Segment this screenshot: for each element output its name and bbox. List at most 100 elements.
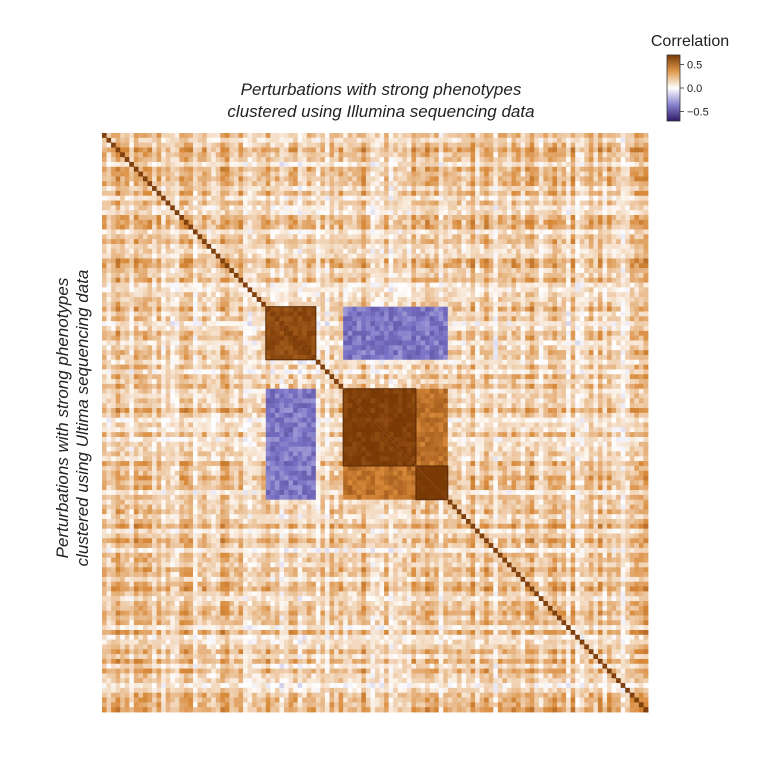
heatmap-cell	[133, 147, 139, 153]
heatmap-cell	[315, 166, 321, 173]
heatmap-cell	[456, 297, 462, 303]
heatmap-cell	[124, 297, 130, 303]
heatmap-cell	[525, 200, 531, 206]
heatmap-cell	[356, 229, 362, 235]
heatmap-cell	[329, 166, 335, 173]
heatmap-cell	[466, 306, 471, 312]
heatmap-cell	[461, 292, 467, 298]
heatmap-cell	[183, 277, 189, 283]
heatmap-cell	[620, 142, 626, 148]
heatmap-cell	[525, 161, 531, 168]
heatmap-cell	[365, 229, 371, 235]
heatmap-cell	[320, 205, 326, 211]
heatmap-cell	[616, 176, 622, 182]
heatmap-cell	[461, 229, 467, 235]
heatmap-cell	[629, 234, 635, 240]
heatmap-cell	[193, 263, 198, 269]
heatmap-cell	[552, 268, 558, 274]
heatmap-cell	[365, 147, 371, 153]
heatmap-cell	[584, 277, 590, 283]
heatmap-cell	[347, 166, 353, 173]
heatmap-cell	[438, 161, 444, 168]
heatmap-cell	[370, 229, 376, 235]
heatmap-cell	[425, 297, 430, 303]
heatmap-cell	[375, 306, 380, 312]
heatmap-cell	[638, 297, 644, 303]
heatmap-cell	[247, 205, 253, 211]
heatmap-cell	[233, 186, 239, 192]
heatmap-cell	[420, 190, 426, 197]
heatmap-cell	[170, 258, 176, 264]
heatmap-cell	[420, 133, 426, 139]
heatmap-cell	[129, 248, 135, 255]
heatmap-cell	[406, 157, 412, 163]
heatmap-cell	[315, 200, 321, 206]
heatmap-cell	[284, 234, 289, 240]
heatmap-cell	[142, 142, 148, 148]
heatmap-cell	[111, 147, 117, 153]
heatmap-cell	[233, 137, 239, 144]
heatmap-cell	[315, 268, 321, 274]
heatmap-cell	[561, 268, 567, 274]
heatmap-cell	[429, 142, 435, 148]
heatmap-cell	[620, 152, 626, 158]
heatmap-cell	[183, 297, 189, 303]
heatmap-cell	[270, 219, 276, 226]
heatmap-cell	[133, 330, 139, 337]
heatmap-cell	[602, 190, 608, 197]
heatmap-cell	[420, 272, 426, 279]
heatmap-cell	[443, 219, 449, 226]
heatmap-cell	[256, 210, 262, 216]
heatmap-cell	[488, 210, 494, 216]
heatmap-cell	[338, 277, 344, 283]
heatmap-cell	[534, 171, 540, 177]
heatmap-cell	[188, 306, 194, 312]
heatmap-cell	[329, 229, 335, 235]
heatmap-cell	[279, 195, 285, 201]
heatmap-cell	[252, 282, 258, 288]
heatmap-cell	[638, 181, 644, 187]
heatmap-cell	[547, 292, 553, 298]
heatmap-cell	[188, 282, 194, 288]
heatmap-cell	[502, 311, 508, 317]
heatmap-cell	[170, 195, 176, 201]
heatmap-cell	[174, 272, 180, 279]
heatmap-cell	[425, 200, 430, 206]
heatmap-cell	[506, 301, 512, 308]
heatmap-cell	[566, 219, 572, 226]
heatmap-cell	[211, 258, 217, 264]
heatmap-cell	[516, 147, 521, 153]
heatmap-cell	[625, 287, 631, 293]
heatmap-cell	[270, 306, 276, 312]
heatmap-cell	[502, 219, 508, 226]
heatmap-cell	[493, 210, 499, 216]
heatmap-cell	[265, 152, 271, 158]
heatmap-cell	[557, 215, 562, 221]
heatmap-cell	[233, 219, 239, 226]
heatmap-cell	[270, 200, 276, 206]
heatmap-cell	[566, 166, 572, 173]
heatmap-cell	[484, 243, 490, 250]
heatmap-cell	[538, 171, 544, 177]
heatmap-cell	[597, 195, 603, 201]
heatmap-cell	[270, 210, 276, 216]
heatmap-cell	[238, 248, 244, 255]
heatmap-cell	[434, 234, 440, 240]
heatmap-cell	[475, 195, 481, 201]
heatmap-cell	[102, 248, 107, 255]
heatmap-cell	[384, 301, 390, 308]
heatmap-cell	[102, 166, 107, 173]
heatmap-cell	[152, 190, 157, 197]
heatmap-cell	[261, 219, 267, 226]
heatmap-cell	[625, 157, 631, 163]
heatmap-cell	[629, 186, 635, 192]
heatmap-cell	[188, 321, 194, 327]
heatmap-cell	[188, 277, 194, 283]
heatmap-cell	[475, 200, 481, 206]
heatmap-cell	[206, 171, 212, 177]
heatmap-cell	[197, 147, 203, 153]
heatmap-cell	[393, 152, 399, 158]
heatmap-cell	[206, 253, 212, 259]
heatmap-cell	[384, 137, 390, 144]
heatmap-cell	[584, 161, 590, 168]
